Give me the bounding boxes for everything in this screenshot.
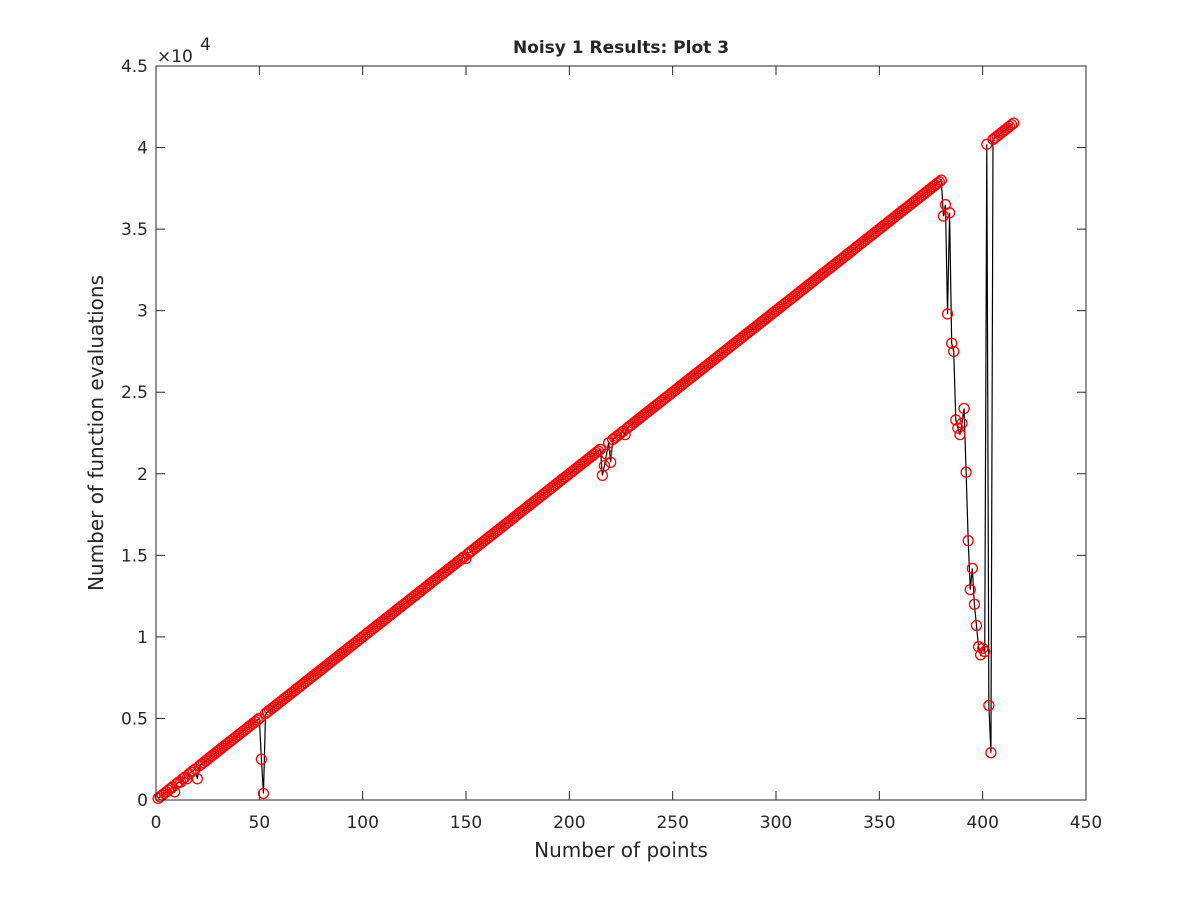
x-tick-label: 300 bbox=[760, 813, 792, 833]
data-point bbox=[943, 207, 956, 219]
data-point bbox=[968, 598, 981, 610]
y-tick-label: 4.5 bbox=[121, 57, 148, 77]
data-point bbox=[605, 456, 617, 469]
y-tick-label: 4 bbox=[137, 139, 148, 159]
data-point bbox=[950, 414, 962, 426]
x-tick-label: 350 bbox=[863, 813, 895, 833]
y-tick-label: 3 bbox=[137, 302, 148, 322]
y-tick-label: 0.5 bbox=[121, 709, 148, 729]
y-multiplier-label: ×10 bbox=[157, 47, 193, 67]
data-point bbox=[937, 210, 950, 222]
x-tick-label: 200 bbox=[553, 813, 585, 833]
data-point bbox=[598, 459, 611, 472]
data-point bbox=[960, 466, 972, 478]
y-tick-label: 2.5 bbox=[121, 383, 148, 403]
data-point bbox=[954, 428, 966, 441]
data-point bbox=[962, 535, 974, 547]
y-multiplier-exponent: 4 bbox=[200, 35, 211, 55]
y-tick-label: 1.5 bbox=[121, 546, 148, 566]
data-point bbox=[1005, 119, 1018, 131]
y-tick-label: 1 bbox=[137, 628, 148, 648]
y-tick-label: 3.5 bbox=[121, 220, 148, 240]
data-point bbox=[255, 753, 268, 765]
axes-layer: 0 50 100 150 200 250 300 350 400 450 0 0.5 1 1.5 2 2.5 3… bbox=[121, 57, 1102, 833]
x-tick-label: 150 bbox=[450, 813, 482, 833]
x-tick-label: 0 bbox=[151, 813, 162, 833]
x-tick-label: 400 bbox=[966, 813, 998, 833]
data-layer bbox=[152, 117, 1020, 805]
data-point bbox=[941, 308, 954, 320]
data-point bbox=[983, 699, 995, 712]
data-point bbox=[933, 176, 945, 188]
data-point bbox=[191, 773, 203, 785]
y-tick-label: 0 bbox=[137, 791, 148, 811]
data-point bbox=[168, 786, 181, 798]
axes-box bbox=[155, 65, 1087, 801]
data-point bbox=[251, 714, 263, 726]
data-point bbox=[985, 747, 997, 759]
data-point bbox=[946, 337, 958, 349]
data-point bbox=[1008, 117, 1020, 129]
chart-title: Noisy 1 Results: Plot 3 bbox=[513, 38, 729, 58]
data-point bbox=[970, 619, 983, 632]
data-point bbox=[956, 417, 968, 429]
data-point bbox=[935, 174, 947, 186]
data-point bbox=[966, 562, 978, 575]
y-axis-label: Number of function evaluations bbox=[84, 275, 108, 591]
x-tick-label: 450 bbox=[1070, 813, 1102, 833]
data-point bbox=[257, 787, 270, 800]
x-tick-label: 100 bbox=[346, 813, 378, 833]
x-tick-label: 50 bbox=[249, 813, 271, 833]
data-point bbox=[979, 645, 991, 658]
data-point bbox=[948, 345, 960, 358]
x-tick-label: 250 bbox=[656, 813, 688, 833]
y-tick-label: 2 bbox=[137, 465, 148, 485]
x-axis-label: Number of points bbox=[534, 838, 708, 862]
data-point bbox=[958, 402, 970, 415]
data-point bbox=[964, 583, 976, 596]
